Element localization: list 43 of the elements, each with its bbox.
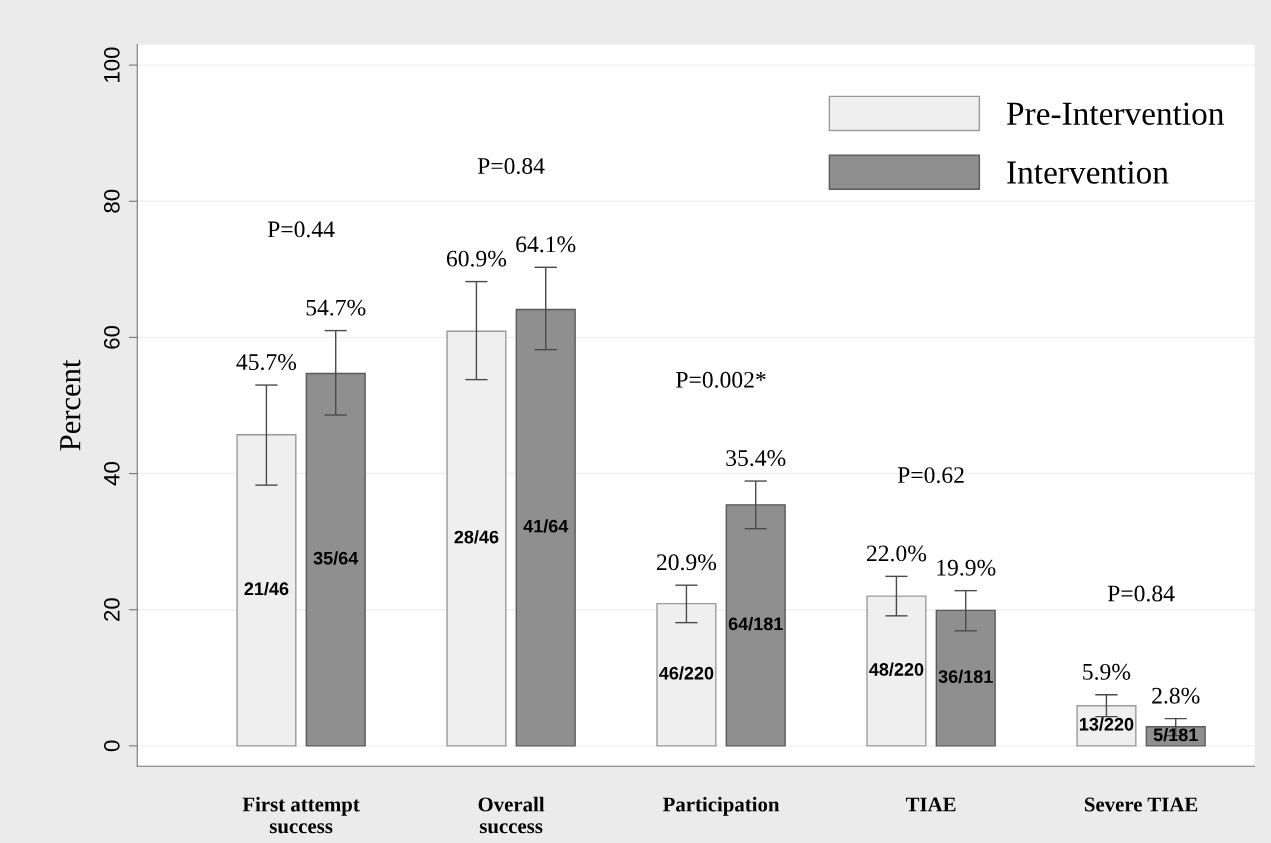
x-tick-label: Severe TIAE [1084, 797, 1198, 812]
x-tick-label: Participation [662, 796, 780, 816]
data-label: 5.9% [1083, 663, 1131, 680]
y-tick-label: 80 [103, 189, 120, 213]
annotation: 41/64 [523, 519, 569, 533]
bar [725, 504, 786, 747]
data-label: 54.7% [306, 299, 366, 316]
y-axis-title: Percent [60, 359, 81, 451]
annotation: 13/220 [1079, 717, 1134, 731]
annotation: P=0.002* [676, 371, 766, 388]
y-tick-label: 0 [103, 740, 120, 752]
y-tick-label: 40 [103, 462, 120, 486]
bar [935, 609, 996, 747]
bar [305, 372, 366, 747]
annotation: P=0.62 [897, 467, 964, 484]
annotation: 28/46 [454, 530, 499, 544]
data-label: 22.0% [866, 545, 927, 562]
legend-label: Intervention [1007, 161, 1169, 184]
y-tick-label: 60 [103, 325, 120, 349]
data-label: 2.8% [1152, 687, 1200, 704]
data-label: 35.4% [726, 450, 786, 467]
x-tick-label: Overall success [478, 796, 545, 834]
y-tick-label: 20 [103, 598, 120, 621]
data-label: 20.9% [656, 554, 717, 571]
x-tick-label: TIAE [905, 797, 956, 812]
legend-label: Pre-Intervention [1007, 102, 1224, 125]
x-tick-label: First attempt success [242, 796, 360, 834]
annotation: 5/181 [1153, 727, 1198, 742]
annotation: 35/64 [313, 551, 359, 565]
data-label: 60.9% [446, 250, 507, 267]
annotation: P=0.84 [477, 158, 545, 175]
y-tick-label: 100 [103, 47, 120, 82]
annotation: 64/181 [728, 616, 783, 631]
annotation: 46/220 [659, 666, 714, 680]
data-label: 45.7% [236, 354, 297, 371]
data-label: 19.9% [937, 559, 996, 576]
bar [515, 308, 576, 747]
data-label: 64.1% [516, 236, 576, 253]
annotation: 48/220 [869, 662, 924, 677]
annotation: 21/46 [244, 581, 289, 596]
annotation: P=0.84 [1107, 585, 1175, 602]
annotation: P=0.44 [267, 221, 335, 238]
annotation: 36/181 [938, 669, 993, 684]
